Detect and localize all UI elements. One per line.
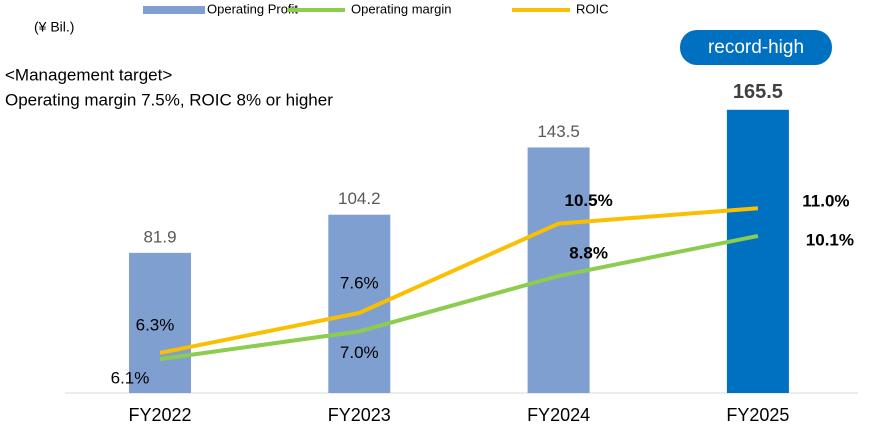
bar-value-label: 81.9 (143, 227, 176, 246)
bar (129, 252, 191, 393)
line-value-label: 10.5% (564, 191, 612, 210)
x-tick-label: FY2024 (527, 405, 590, 425)
bar (726, 109, 789, 394)
line-value-label: 6.3% (136, 315, 175, 334)
x-tick-label: FY2025 (726, 405, 789, 425)
line-value-label: 7.0% (340, 343, 379, 362)
line-value-label: 6.1% (111, 369, 150, 388)
badge-text: record-high (708, 37, 804, 58)
legend-label: Operating Profit (207, 1, 298, 16)
line-value-label: 7.6% (340, 273, 379, 292)
bar-value-label: 104.2 (338, 189, 381, 208)
line-value-label: 8.8% (569, 243, 608, 262)
line (159, 206, 759, 355)
bar-value-label: 165.5 (733, 81, 783, 103)
bar-value-label: 143.5 (537, 122, 580, 141)
line-value-label: 10.1% (806, 230, 854, 249)
legend-swatch (143, 6, 205, 14)
legend-label: Operating margin (351, 1, 451, 16)
x-tick-label: FY2022 (128, 405, 191, 425)
line (159, 233, 759, 362)
line-value-label: 11.0% (802, 192, 849, 211)
legend-label: ROIC (576, 1, 609, 16)
annotation: Operating margin 7.5%, ROIC 8% or higher (5, 90, 333, 109)
annotation: <Management target> (5, 65, 172, 84)
unit-label: (¥ Bil.) (34, 19, 74, 35)
x-tick-label: FY2023 (328, 405, 391, 425)
badge (680, 30, 832, 65)
